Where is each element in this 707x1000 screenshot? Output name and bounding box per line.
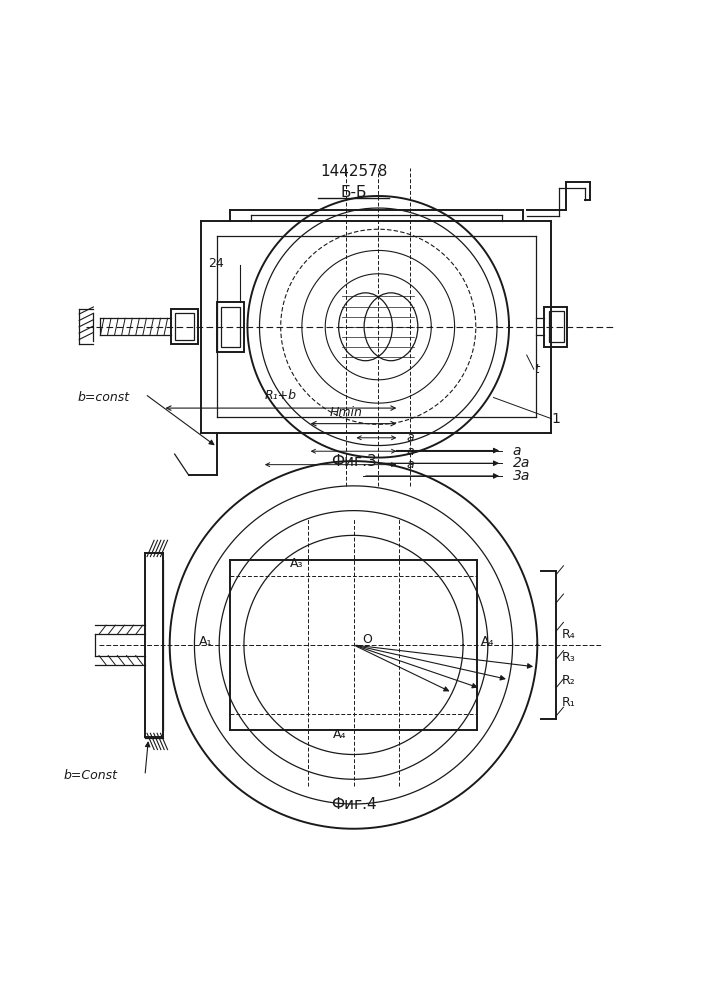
Text: a: a — [513, 444, 521, 458]
Text: 3a: 3a — [513, 469, 530, 483]
Text: A₄: A₄ — [333, 728, 346, 741]
Bar — [217, 302, 244, 352]
Text: 24: 24 — [209, 257, 224, 270]
Text: a: a — [407, 445, 414, 458]
Text: R₁+b: R₁+b — [265, 389, 297, 402]
Text: R₁: R₁ — [562, 696, 575, 709]
Bar — [544, 307, 567, 347]
Text: Фиг.4: Фиг.4 — [331, 797, 376, 812]
Bar — [221, 307, 240, 347]
Text: b=Const: b=Const — [64, 769, 117, 782]
Text: Hmin: Hmin — [330, 406, 363, 419]
Text: A₄: A₄ — [481, 635, 494, 648]
Text: R₂: R₂ — [562, 674, 575, 687]
Text: R₄: R₄ — [562, 628, 575, 641]
Bar — [175, 313, 194, 340]
Text: A₃: A₃ — [291, 557, 304, 570]
Text: Фиг.3: Фиг.3 — [331, 454, 376, 469]
Text: R₃: R₃ — [562, 651, 575, 664]
Text: O: O — [362, 633, 372, 646]
Text: t: t — [534, 363, 539, 376]
Text: b=const: b=const — [78, 391, 130, 404]
Text: 1: 1 — [551, 412, 561, 426]
Text: a: a — [407, 431, 414, 444]
Text: A₁: A₁ — [199, 635, 212, 648]
Text: Б-Б: Б-Б — [340, 185, 367, 200]
Bar — [549, 311, 564, 342]
Bar — [171, 309, 198, 344]
Text: a: a — [407, 458, 414, 471]
Text: 2a: 2a — [513, 456, 530, 470]
Text: 1442578: 1442578 — [320, 164, 387, 179]
